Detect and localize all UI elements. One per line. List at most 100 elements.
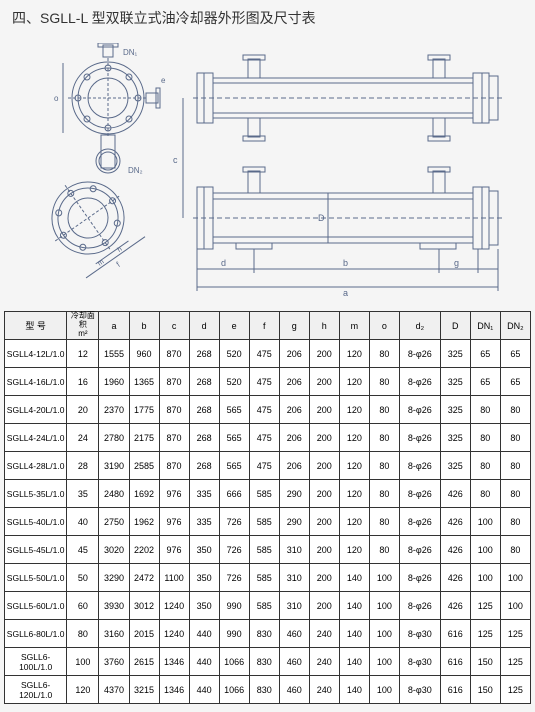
table-cell: SGLL6-100L/1.0 xyxy=(5,648,67,676)
table-cell: 3020 xyxy=(99,536,129,564)
table-cell: 200 xyxy=(309,396,339,424)
table-cell: 206 xyxy=(279,452,309,480)
col-header: 型 号 xyxy=(5,312,67,340)
col-header: c xyxy=(159,312,189,340)
col-header: g xyxy=(279,312,309,340)
table-cell: 140 xyxy=(339,676,369,704)
table-cell: 426 xyxy=(440,592,470,620)
table-cell: 870 xyxy=(159,396,189,424)
table-cell: 1365 xyxy=(129,368,159,396)
table-cell: 2370 xyxy=(99,396,129,424)
table-cell: 8-φ26 xyxy=(399,452,440,480)
table-cell: 8-φ26 xyxy=(399,340,440,368)
table-cell: 24 xyxy=(67,424,99,452)
table-cell: 268 xyxy=(189,452,219,480)
table-cell: 125 xyxy=(500,648,530,676)
table-cell: 4370 xyxy=(99,676,129,704)
col-header: f xyxy=(249,312,279,340)
table-cell: 2472 xyxy=(129,564,159,592)
col-header: h xyxy=(309,312,339,340)
table-cell: SGLL6-120L/1.0 xyxy=(5,676,67,704)
table-cell: 206 xyxy=(279,340,309,368)
table-cell: 80 xyxy=(369,424,399,452)
table-cell: 8-φ26 xyxy=(399,480,440,508)
table-cell: 1100 xyxy=(159,564,189,592)
table-cell: 8-φ30 xyxy=(399,676,440,704)
table-cell: SGLL6-80L/1.0 xyxy=(5,620,67,648)
table-cell: 426 xyxy=(440,508,470,536)
table-cell: 870 xyxy=(159,452,189,480)
col-header: d xyxy=(189,312,219,340)
table-row: SGLL6-100L/1.010037602615134644010668304… xyxy=(5,648,531,676)
table-cell: SGLL5-60L/1.0 xyxy=(5,592,67,620)
table-cell: 240 xyxy=(309,648,339,676)
table-cell: 585 xyxy=(249,564,279,592)
table-row: SGLL4-12L/1.0121555960870268520475206200… xyxy=(5,340,531,368)
table-cell: 335 xyxy=(189,480,219,508)
table-cell: 585 xyxy=(249,592,279,620)
table-cell: SGLL4-12L/1.0 xyxy=(5,340,67,368)
table-cell: 440 xyxy=(189,676,219,704)
table-row: SGLL4-16L/1.0161960136587026852047520620… xyxy=(5,368,531,396)
table-cell: 120 xyxy=(339,452,369,480)
table-cell: SGLL4-16L/1.0 xyxy=(5,368,67,396)
diagram-svg: DN₁ e f m h DN xyxy=(18,43,518,298)
table-cell: 2480 xyxy=(99,480,129,508)
table-cell: 240 xyxy=(309,620,339,648)
col-header: D xyxy=(440,312,470,340)
table-cell: 1346 xyxy=(159,676,189,704)
table-cell: 120 xyxy=(339,508,369,536)
table-cell: 440 xyxy=(189,620,219,648)
table-cell: 80 xyxy=(470,480,500,508)
table-cell: 830 xyxy=(249,648,279,676)
table-cell: 100 xyxy=(369,676,399,704)
table-cell: 1240 xyxy=(159,620,189,648)
table-cell: 200 xyxy=(309,452,339,480)
table-cell: 65 xyxy=(470,368,500,396)
table-cell: 100 xyxy=(500,564,530,592)
col-header: o xyxy=(369,312,399,340)
table-cell: 100 xyxy=(369,564,399,592)
table-cell: 1555 xyxy=(99,340,129,368)
table-cell: SGLL5-45L/1.0 xyxy=(5,536,67,564)
table-cell: 8-φ30 xyxy=(399,648,440,676)
table-cell: 3760 xyxy=(99,648,129,676)
table-cell: 8-φ26 xyxy=(399,536,440,564)
table-cell: 200 xyxy=(309,592,339,620)
table-cell: 80 xyxy=(470,396,500,424)
table-cell: 120 xyxy=(339,396,369,424)
table-row: SGLL4-24L/1.0242780217587026856547520620… xyxy=(5,424,531,452)
table-cell: 8-φ26 xyxy=(399,396,440,424)
table-row: SGLL5-60L/1.0603930301212403509905853102… xyxy=(5,592,531,620)
svg-text:e: e xyxy=(161,76,166,85)
table-cell: 200 xyxy=(309,480,339,508)
svg-text:g: g xyxy=(454,258,459,268)
table-cell: 80 xyxy=(369,508,399,536)
table-cell: 120 xyxy=(339,480,369,508)
svg-text:o: o xyxy=(54,94,59,103)
table-cell: 80 xyxy=(500,396,530,424)
table-cell: 426 xyxy=(440,480,470,508)
table-cell: 616 xyxy=(440,676,470,704)
table-cell: 3930 xyxy=(99,592,129,620)
table-cell: 990 xyxy=(219,620,249,648)
table-cell: 976 xyxy=(159,508,189,536)
table-cell: 1066 xyxy=(219,676,249,704)
table-cell: 80 xyxy=(500,508,530,536)
table-cell: 100 xyxy=(369,592,399,620)
svg-text:b: b xyxy=(343,258,348,268)
table-cell: 120 xyxy=(67,676,99,704)
table-cell: 200 xyxy=(309,340,339,368)
table-cell: 460 xyxy=(279,620,309,648)
table-cell: 8-φ26 xyxy=(399,424,440,452)
col-header: DN₂ xyxy=(500,312,530,340)
table-cell: 565 xyxy=(219,396,249,424)
col-header: b xyxy=(129,312,159,340)
table-cell: 460 xyxy=(279,648,309,676)
table-cell: 80 xyxy=(369,536,399,564)
table-cell: 870 xyxy=(159,368,189,396)
table-cell: 8-φ26 xyxy=(399,368,440,396)
table-cell: 426 xyxy=(440,564,470,592)
table-cell: 100 xyxy=(67,648,99,676)
table-cell: 3290 xyxy=(99,564,129,592)
